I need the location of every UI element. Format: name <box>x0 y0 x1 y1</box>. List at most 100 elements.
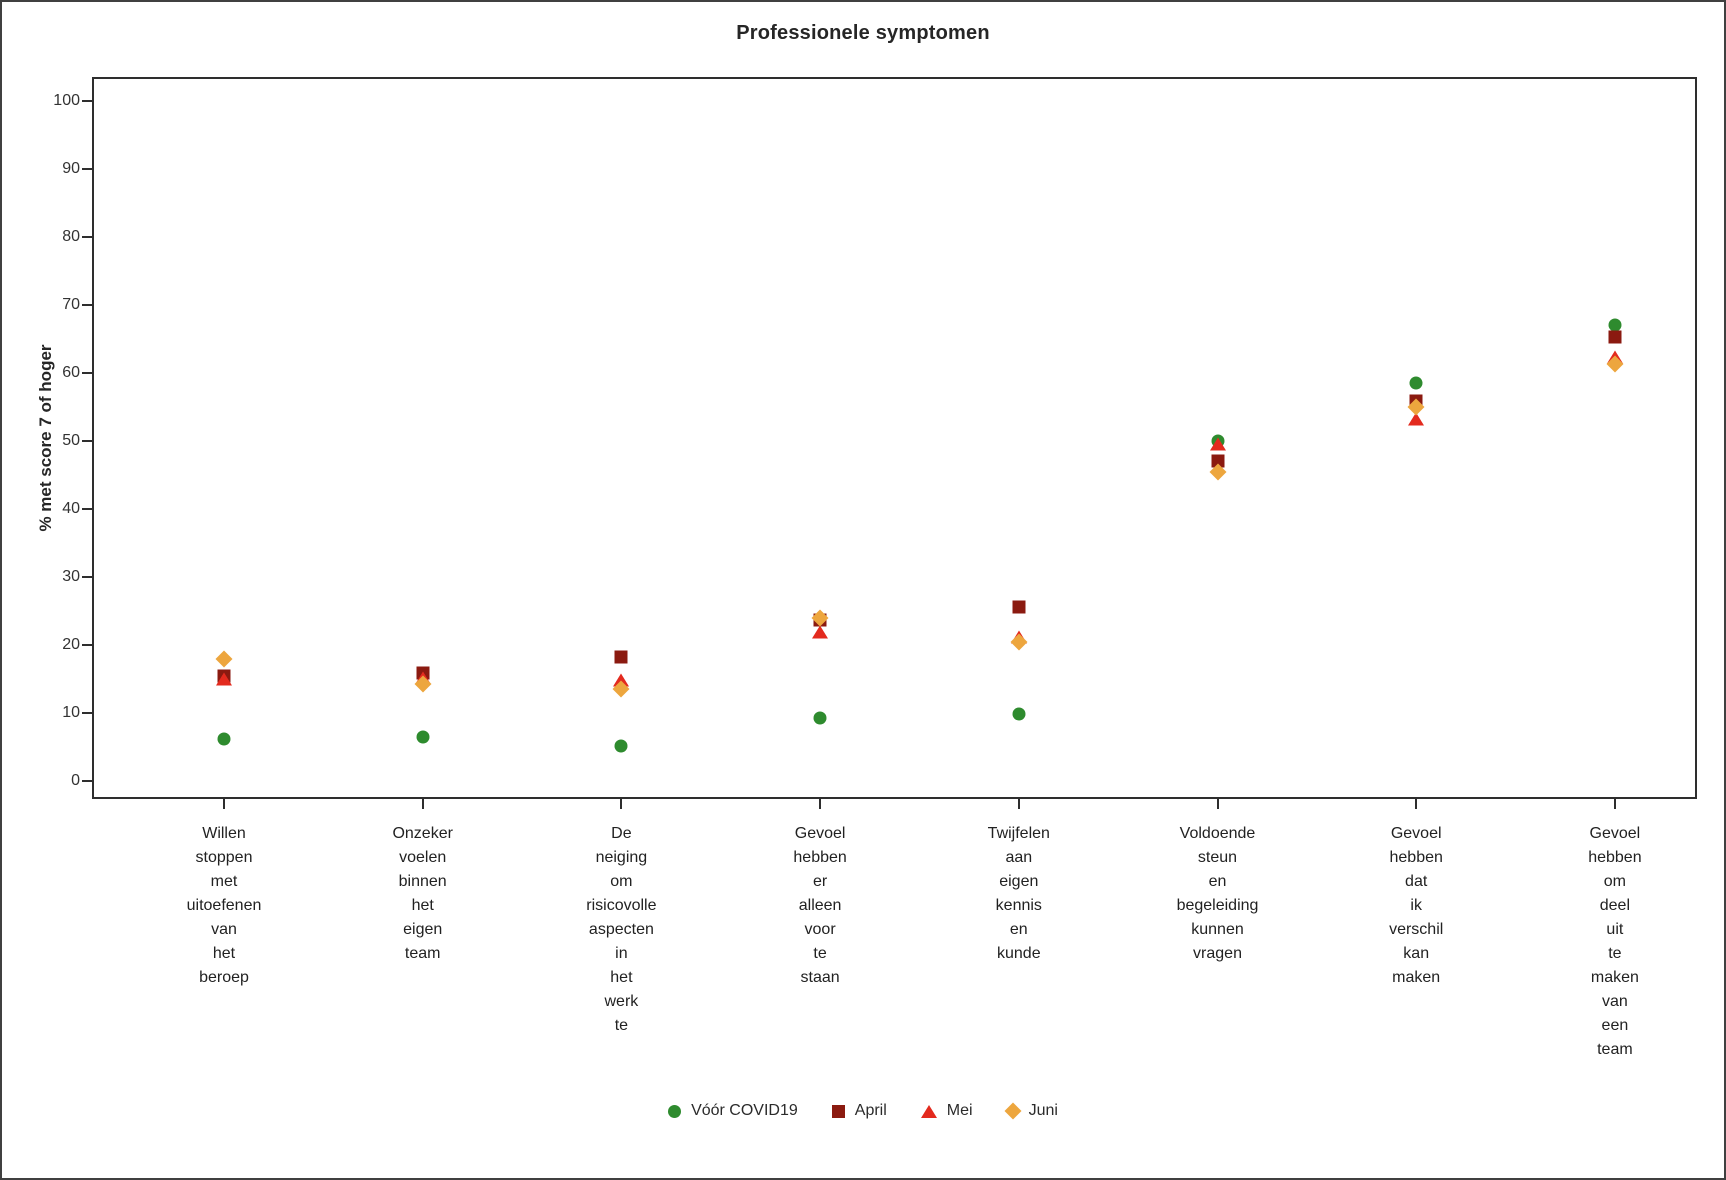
category-label-line: beroep <box>199 969 249 986</box>
category-label-line: Gevoel <box>1390 825 1442 842</box>
category-label-line: staan <box>800 969 840 986</box>
category-label-line: van <box>211 921 237 938</box>
category-label-line: te <box>813 945 827 962</box>
x-tick-mark <box>1017 799 1020 809</box>
x-tick-mark <box>819 799 822 809</box>
y-tick-label: 10 <box>62 704 80 721</box>
y-tick-mark <box>82 236 92 238</box>
y-tick-mark <box>82 100 92 102</box>
category-label-line: kunnen <box>1191 921 1244 938</box>
y-tick-label: 20 <box>62 636 80 653</box>
category-label-line: voor <box>804 921 836 938</box>
y-tick-mark <box>82 780 92 782</box>
data-point-circle <box>1608 318 1622 332</box>
x-tick-mark <box>223 799 225 809</box>
data-point-circle <box>813 711 827 725</box>
data-point-triangle <box>812 625 829 639</box>
y-tick-label: 80 <box>62 228 80 245</box>
category-label: Voldoende steun en begeleiding kunnen vragen <box>1177 822 1259 966</box>
category-label-line: het <box>610 969 633 986</box>
y-tick-mark <box>82 576 92 578</box>
category-label-line: ik <box>1410 897 1422 914</box>
legend: Vóór COVID19 April Mei Juni <box>2 1102 1724 1120</box>
legend-item: Juni <box>1004 1102 1058 1120</box>
category-label: Gevoel hebben dat ik verschil kan maken <box>1389 822 1443 990</box>
category-label-line: team <box>404 945 441 962</box>
y-tick-label: 90 <box>62 160 80 177</box>
chart-title: Professionele symptomen <box>736 22 990 44</box>
y-tick-label: 50 <box>62 432 80 449</box>
category-label-line: hebben <box>1588 849 1642 866</box>
category-label-line: begeleiding <box>1176 897 1259 914</box>
category-label-line: Voldoende <box>1179 825 1256 842</box>
category-label-line: binnen <box>398 873 447 890</box>
square-marker-icon <box>831 1104 845 1118</box>
category-label-line: in <box>615 945 628 962</box>
y-tick-mark <box>82 372 92 374</box>
category-label: Gevoel hebben er alleen voor te staan <box>793 822 846 990</box>
category-label-line: steun <box>1197 849 1238 866</box>
category-label: Willen stoppen met uitoefenen van het beroep <box>187 822 262 990</box>
data-point-triangle <box>1408 412 1425 426</box>
category-label-line: van <box>1601 993 1628 1010</box>
category-label-line: Gevoel <box>1589 825 1641 842</box>
category-label-line: hebben <box>1389 849 1443 866</box>
triangle-marker-icon <box>920 1104 937 1118</box>
x-tick-mark <box>1216 799 1219 809</box>
category-label-line: voelen <box>399 849 447 866</box>
category-label-line: met <box>210 873 238 890</box>
y-tick-mark <box>82 712 92 714</box>
plot-area <box>92 77 1697 799</box>
category-label-line: Onzeker <box>392 825 453 842</box>
category-label: Gevoel hebben om deel uit te maken van een team <box>1588 822 1641 1062</box>
category-label-line: neiging <box>595 849 648 866</box>
y-tick-mark <box>82 168 92 170</box>
category-label-line: kan <box>1403 945 1430 962</box>
category-label-line: en <box>1208 873 1227 890</box>
category-label-line: Gevoel <box>794 825 846 842</box>
x-tick-mark <box>620 799 623 809</box>
data-point-square <box>1608 330 1622 344</box>
category-label-line: team <box>1597 1041 1633 1058</box>
category-label-line: kunde <box>997 945 1041 962</box>
legend-label: Mei <box>946 1102 973 1119</box>
category-label-line: dat <box>1405 873 1428 890</box>
category-label-line: verschil <box>1389 921 1444 938</box>
data-point-circle <box>614 739 628 753</box>
category-label-line: Willen <box>202 825 246 842</box>
legend-item: April <box>831 1102 887 1120</box>
category-label-line: te <box>614 1017 629 1034</box>
category-label-line: maken <box>1392 969 1441 986</box>
category-label-line: vragen <box>1193 945 1242 962</box>
category-label-line: te <box>1608 945 1622 962</box>
y-tick-label: 70 <box>62 296 80 313</box>
category-label-line: om <box>1603 873 1627 890</box>
category-label-line: werk <box>604 993 639 1010</box>
category-label-line: het <box>212 945 236 962</box>
category-label-line: er <box>812 873 828 890</box>
data-point-circle <box>1012 707 1026 721</box>
category-label: De neiging om risicovolle aspecten in het werk t… <box>586 822 656 1038</box>
data-point-triangle <box>216 672 232 686</box>
legend-label: April <box>854 1102 887 1119</box>
legend-item: Mei <box>920 1102 973 1120</box>
category-label-line: het <box>411 897 434 914</box>
circle-marker-icon <box>668 1104 682 1118</box>
category-label-line: hebben <box>793 849 847 866</box>
category-label-line: kennis <box>995 897 1042 914</box>
y-tick-mark <box>82 508 92 510</box>
legend-label: Vóór COVID19 <box>691 1102 798 1119</box>
category-label-line: om <box>610 873 633 890</box>
category-label-line: aspecten <box>588 921 654 938</box>
y-tick-label: 60 <box>62 364 80 381</box>
y-tick-label: 100 <box>53 92 80 109</box>
category-label-line: De <box>611 825 632 842</box>
diamond-marker-icon <box>1004 1102 1022 1120</box>
category-label-line: aan <box>1005 849 1033 866</box>
data-point-square <box>614 650 628 664</box>
data-point-square <box>1012 600 1026 614</box>
category-label-line: uit <box>1606 921 1624 938</box>
legend-item: Vóór COVID19 <box>668 1102 798 1120</box>
category-label-line: een <box>1601 1017 1629 1034</box>
legend-label: Juni <box>1028 1102 1058 1119</box>
